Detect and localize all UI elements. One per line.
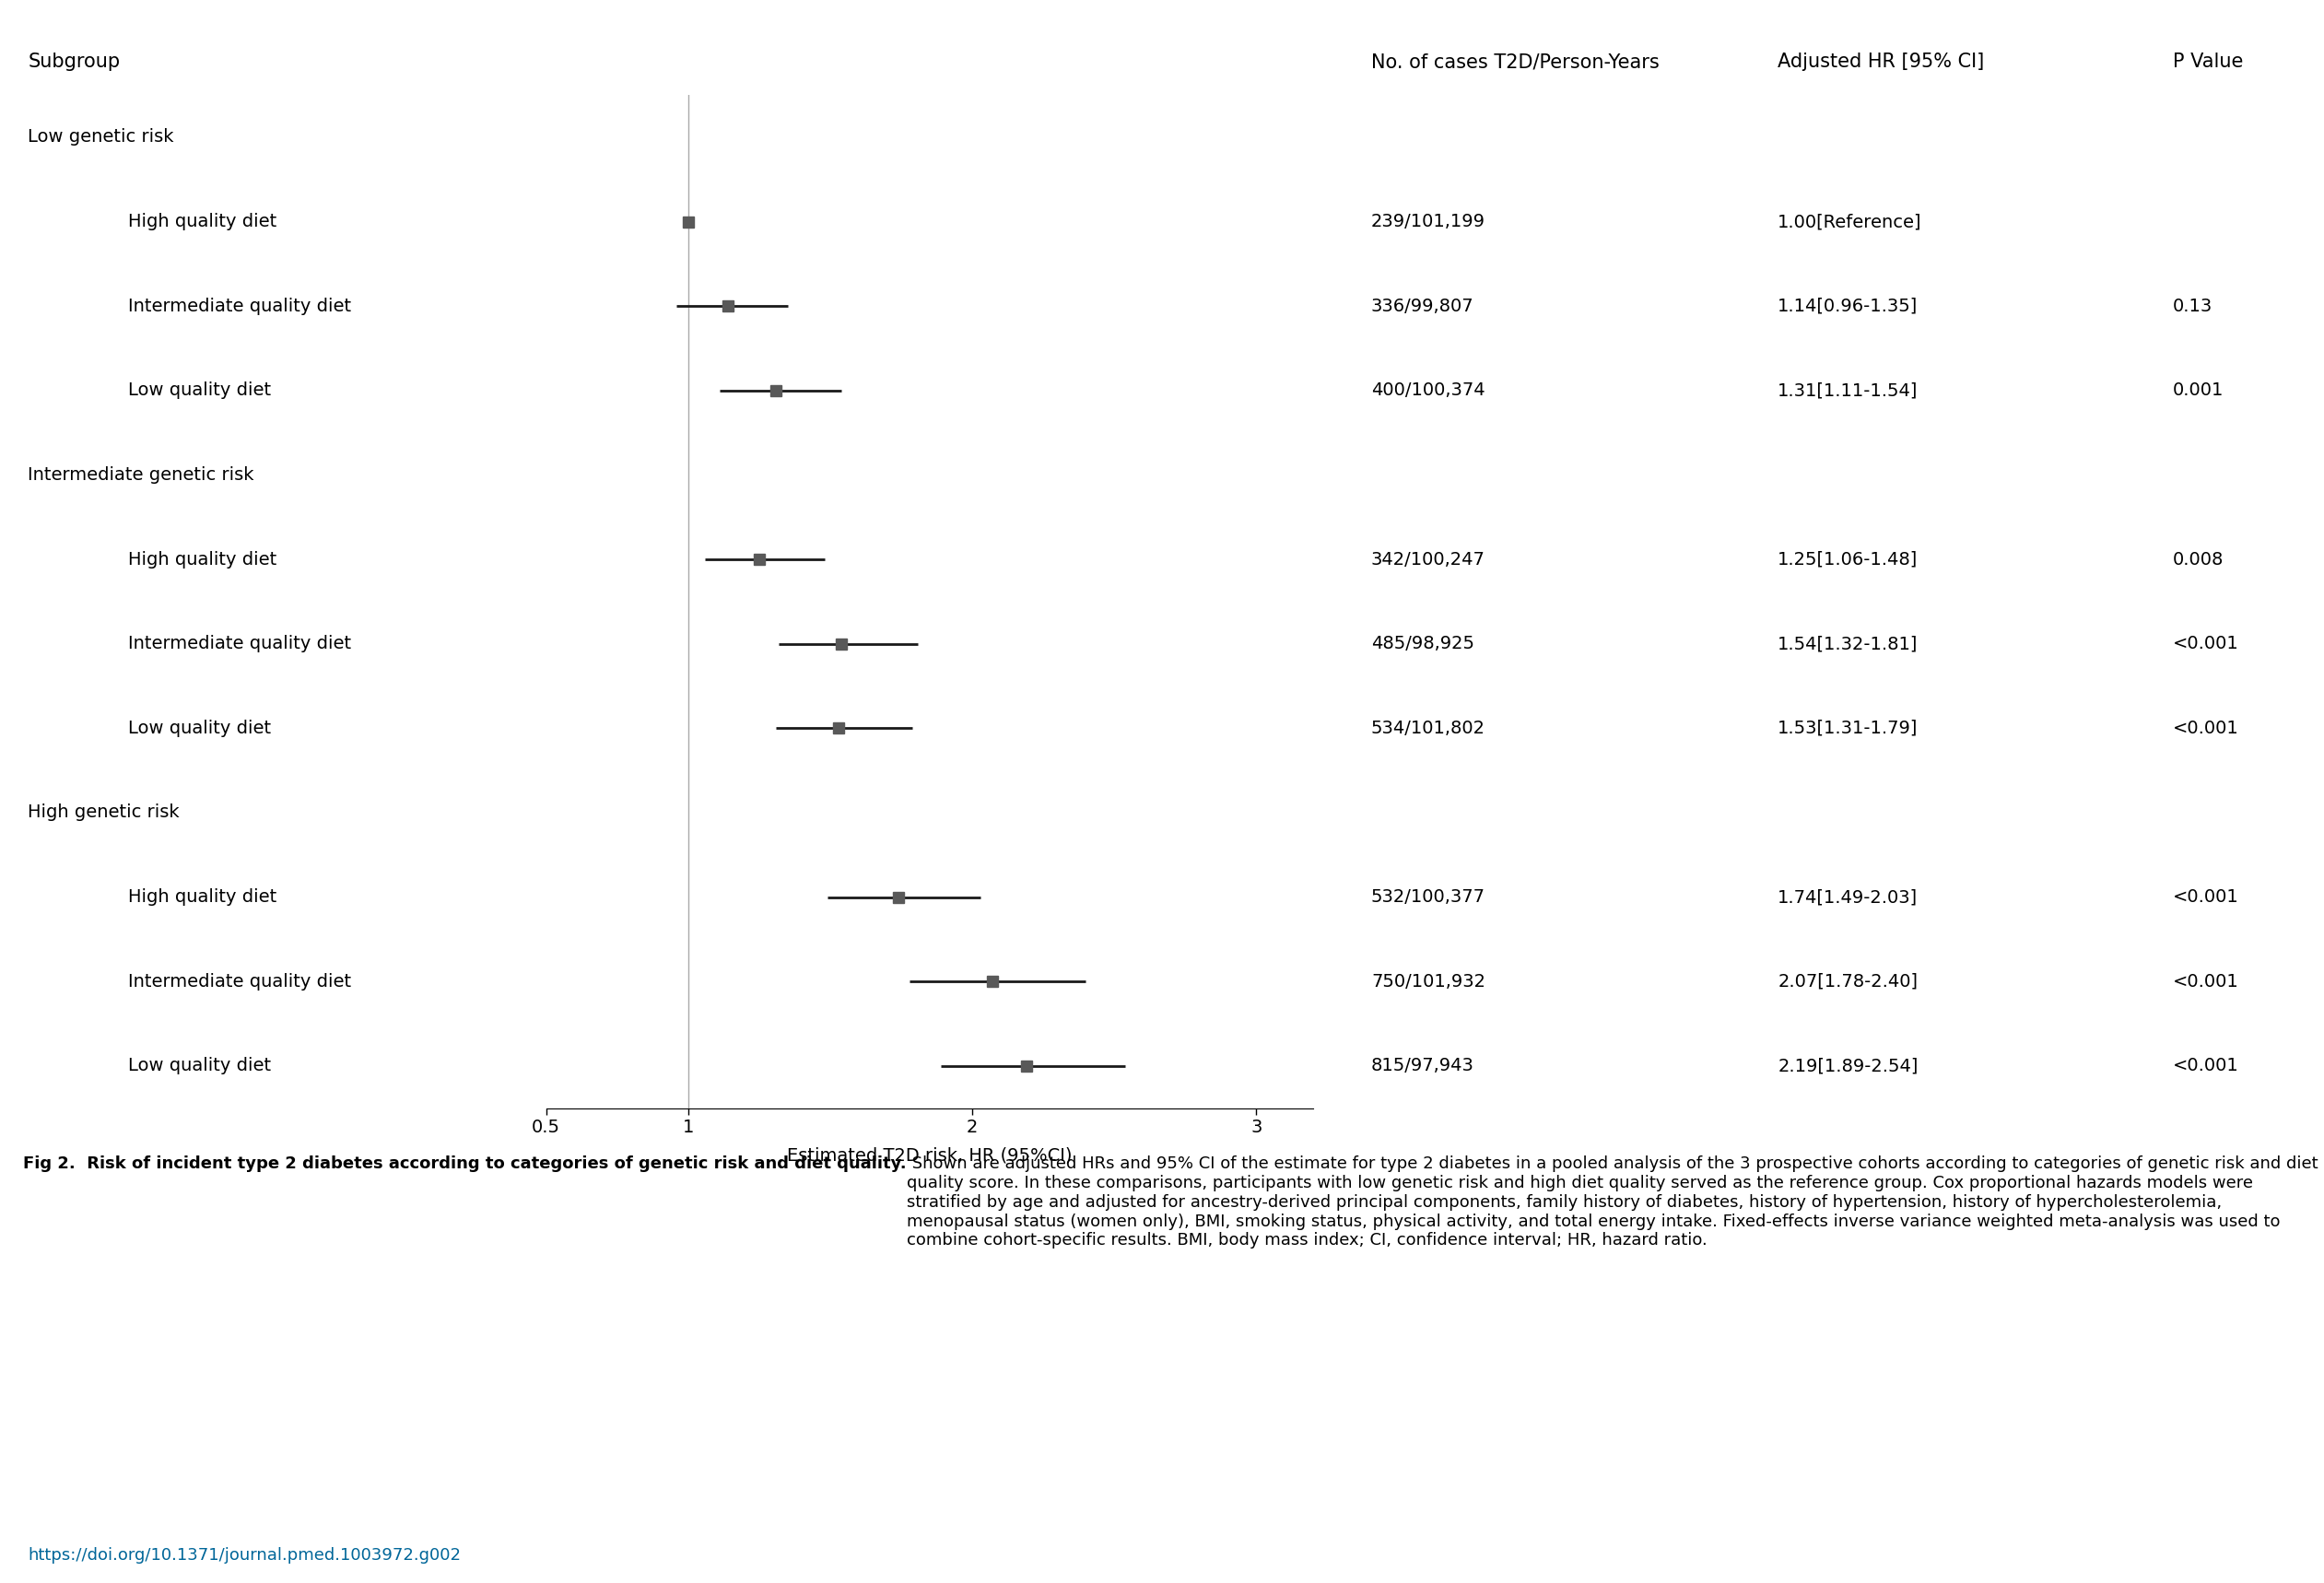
Text: 239/101,199: 239/101,199 (1371, 212, 1485, 231)
X-axis label: Estimated T2D risk, HR (95%CI): Estimated T2D risk, HR (95%CI) (788, 1146, 1071, 1164)
Text: High quality diet: High quality diet (128, 888, 277, 905)
Text: Subgroup: Subgroup (28, 52, 121, 71)
Text: 400/100,374: 400/100,374 (1371, 382, 1485, 399)
Text: 1.53[1.31-1.79]: 1.53[1.31-1.79] (1778, 719, 1917, 738)
Text: 485/98,925: 485/98,925 (1371, 635, 1473, 652)
Text: Low quality diet: Low quality diet (128, 1057, 272, 1075)
Text: 1.74[1.49-2.03]: 1.74[1.49-2.03] (1778, 888, 1917, 905)
Text: High genetic risk: High genetic risk (28, 804, 179, 822)
Text: Adjusted HR [95% CI]: Adjusted HR [95% CI] (1778, 52, 1985, 71)
Text: 0.13: 0.13 (2173, 298, 2212, 315)
Text: 1.54[1.32-1.81]: 1.54[1.32-1.81] (1778, 635, 1917, 652)
Text: P Value: P Value (2173, 52, 2243, 71)
Text: Intermediate quality diet: Intermediate quality diet (128, 972, 351, 991)
Text: 0.001: 0.001 (2173, 382, 2224, 399)
Text: <0.001: <0.001 (2173, 1057, 2238, 1075)
Text: 532/100,377: 532/100,377 (1371, 888, 1485, 905)
Text: 534/101,802: 534/101,802 (1371, 719, 1485, 738)
Text: 336/99,807: 336/99,807 (1371, 298, 1473, 315)
Text: Low quality diet: Low quality diet (128, 719, 272, 738)
Text: Intermediate genetic risk: Intermediate genetic risk (28, 465, 253, 484)
Text: Low quality diet: Low quality diet (128, 382, 272, 399)
Text: Intermediate quality diet: Intermediate quality diet (128, 635, 351, 652)
Text: <0.001: <0.001 (2173, 888, 2238, 905)
Text: No. of cases T2D/Person-Years: No. of cases T2D/Person-Years (1371, 52, 1659, 71)
Text: <0.001: <0.001 (2173, 719, 2238, 738)
Text: <0.001: <0.001 (2173, 972, 2238, 991)
Text: <0.001: <0.001 (2173, 635, 2238, 652)
Text: 1.25[1.06-1.48]: 1.25[1.06-1.48] (1778, 551, 1917, 568)
Text: 1.31[1.11-1.54]: 1.31[1.11-1.54] (1778, 382, 1917, 399)
Text: 1.14[0.96-1.35]: 1.14[0.96-1.35] (1778, 298, 1917, 315)
Text: 1.00[Reference]: 1.00[Reference] (1778, 212, 1922, 231)
Text: https://doi.org/10.1371/journal.pmed.1003972.g002: https://doi.org/10.1371/journal.pmed.100… (28, 1548, 460, 1564)
Text: High quality diet: High quality diet (128, 551, 277, 568)
Text: 342/100,247: 342/100,247 (1371, 551, 1485, 568)
Text: 2.07[1.78-2.40]: 2.07[1.78-2.40] (1778, 972, 1917, 991)
Text: High quality diet: High quality diet (128, 212, 277, 231)
Text: Low genetic risk: Low genetic risk (28, 128, 174, 146)
Text: 750/101,932: 750/101,932 (1371, 972, 1485, 991)
Text: 815/97,943: 815/97,943 (1371, 1057, 1473, 1075)
Text: Shown are adjusted HRs and 95% CI of the estimate for type 2 diabetes in a poole: Shown are adjusted HRs and 95% CI of the… (906, 1156, 2317, 1249)
Text: Fig 2.  Risk of incident type 2 diabetes according to categories of genetic risk: Fig 2. Risk of incident type 2 diabetes … (23, 1156, 906, 1171)
Text: 0.008: 0.008 (2173, 551, 2224, 568)
Text: Intermediate quality diet: Intermediate quality diet (128, 298, 351, 315)
Text: 2.19[1.89-2.54]: 2.19[1.89-2.54] (1778, 1057, 1917, 1075)
